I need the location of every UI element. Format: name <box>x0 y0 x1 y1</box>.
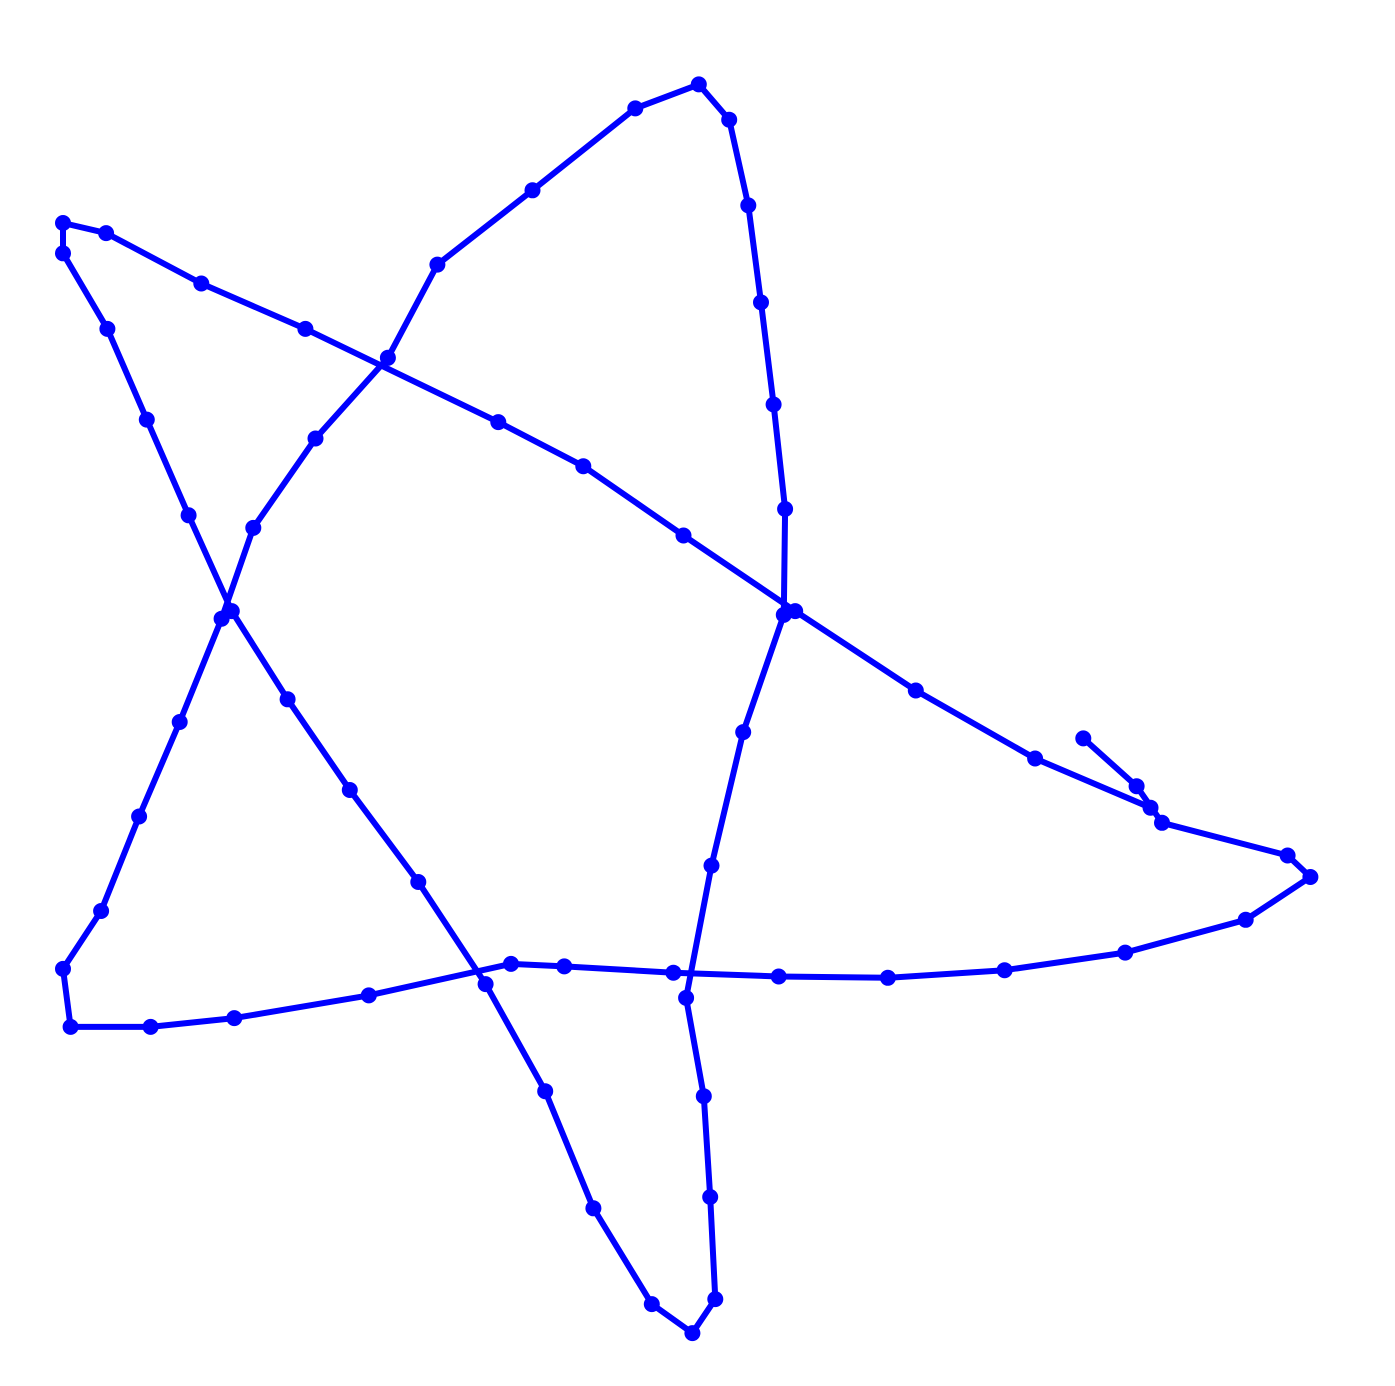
data-point-5 <box>1237 911 1254 928</box>
data-point-2 <box>1154 814 1170 831</box>
data-point-29 <box>721 111 738 128</box>
data-point-24 <box>379 349 396 366</box>
data-point-40 <box>707 1291 724 1308</box>
data-point-58 <box>490 414 507 431</box>
data-point-44 <box>537 1083 554 1100</box>
data-point-36 <box>703 857 720 874</box>
data-point-15 <box>142 1018 159 1035</box>
data-point-35 <box>735 724 752 741</box>
data-point-47 <box>341 782 358 798</box>
data-point-42 <box>643 1296 660 1313</box>
data-point-27 <box>627 100 644 117</box>
data-point-11 <box>556 958 573 975</box>
data-point-62 <box>907 682 924 699</box>
series-markers <box>55 76 1319 1342</box>
data-point-1 <box>1128 778 1145 795</box>
data-point-43 <box>585 1200 602 1217</box>
data-point-37 <box>678 989 695 1006</box>
data-point-18 <box>93 903 110 919</box>
data-point-20 <box>171 714 188 730</box>
data-point-31 <box>753 294 769 311</box>
data-point-6 <box>1117 944 1134 961</box>
data-point-46 <box>410 874 427 890</box>
data-point-14 <box>226 1010 243 1027</box>
data-point-26 <box>524 182 541 199</box>
data-point-59 <box>575 458 592 475</box>
data-point-54 <box>55 215 71 231</box>
data-point-63 <box>1027 750 1044 767</box>
data-point-53 <box>55 245 71 262</box>
data-point-38 <box>695 1088 712 1105</box>
data-point-52 <box>99 320 116 337</box>
data-point-30 <box>740 197 757 214</box>
data-point-7 <box>996 962 1013 979</box>
data-point-28 <box>690 76 707 93</box>
data-point-49 <box>223 603 240 620</box>
data-point-57 <box>297 320 314 337</box>
data-point-41 <box>684 1325 701 1342</box>
data-point-55 <box>98 225 115 242</box>
data-point-48 <box>279 691 296 708</box>
data-point-23 <box>307 430 324 447</box>
data-point-33 <box>777 501 794 517</box>
data-point-12 <box>503 955 519 972</box>
data-point-32 <box>765 396 782 413</box>
data-point-39 <box>702 1189 719 1205</box>
data-point-64 <box>1142 799 1159 816</box>
data-point-13 <box>360 987 377 1004</box>
data-point-51 <box>138 411 155 428</box>
data-point-22 <box>245 519 262 536</box>
data-point-19 <box>131 808 148 825</box>
data-point-4 <box>1302 869 1319 885</box>
data-point-9 <box>770 968 787 985</box>
data-point-3 <box>1279 847 1296 864</box>
data-point-17 <box>55 960 71 977</box>
series-line-0 <box>60 81 1314 1337</box>
data-point-16 <box>62 1018 79 1035</box>
data-point-45 <box>477 976 494 993</box>
data-point-60 <box>675 527 692 544</box>
data-point-56 <box>193 275 210 292</box>
data-point-61 <box>787 603 804 620</box>
data-point-8 <box>879 969 896 986</box>
data-point-10 <box>665 964 682 981</box>
series-lines <box>60 81 1314 1337</box>
data-point-25 <box>429 256 446 273</box>
data-point-50 <box>180 507 197 524</box>
data-point-0 <box>1075 730 1092 747</box>
